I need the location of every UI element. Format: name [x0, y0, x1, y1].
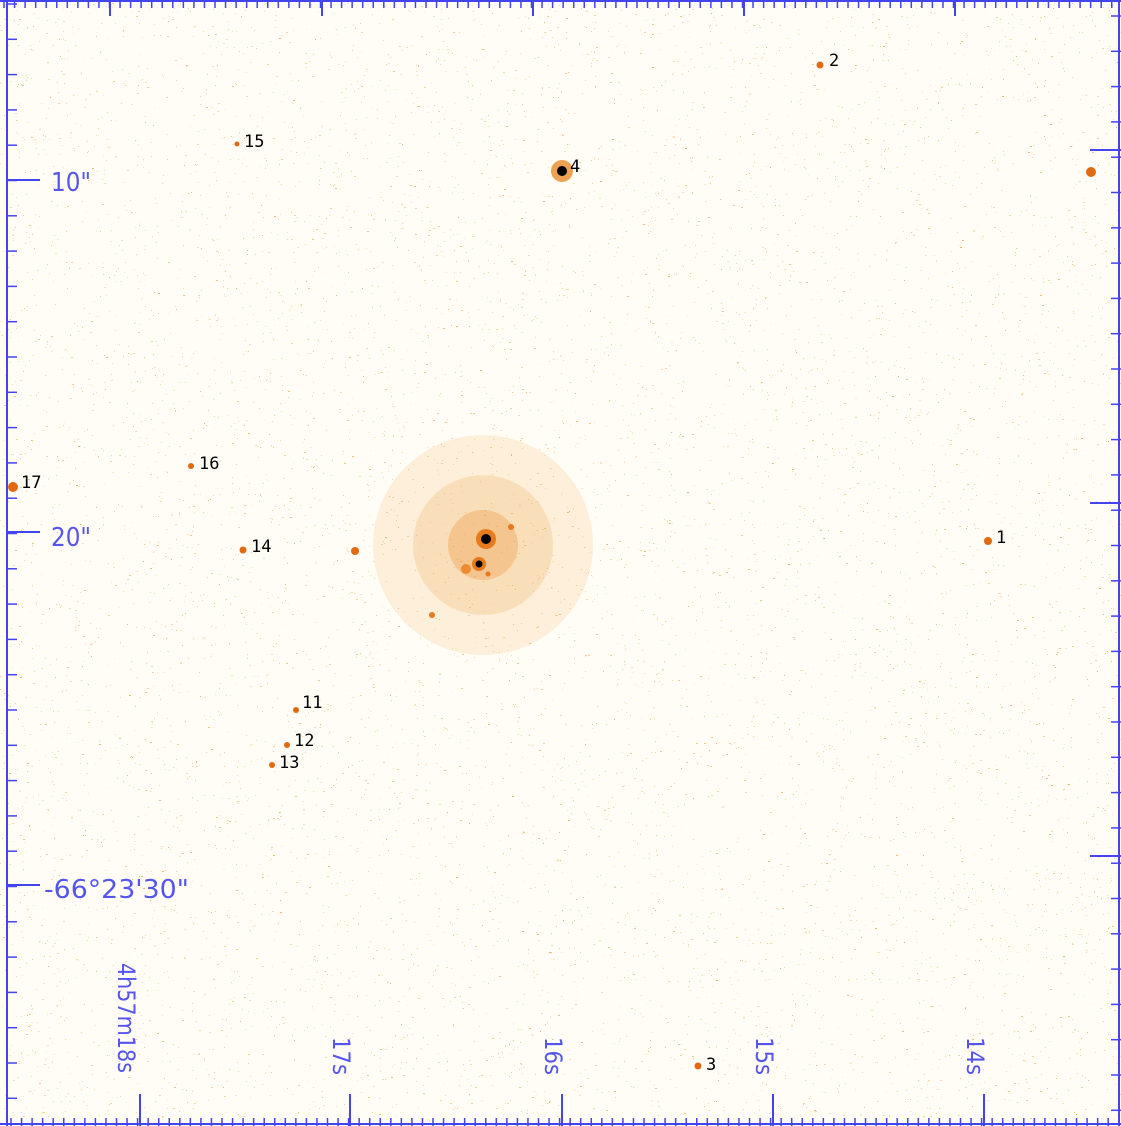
central-star-d: [508, 524, 514, 530]
unlabeled-star-left: [351, 547, 359, 555]
star-14-mark: [239, 546, 247, 554]
star-3-mark: [694, 1062, 702, 1070]
star-11-mark: [293, 707, 299, 713]
star-14-label: 14: [251, 537, 271, 557]
star-15-label: 15: [244, 132, 264, 152]
ra-label-17: 17s: [327, 1037, 355, 1075]
star-13-mark: [269, 762, 275, 768]
central-star-b-core: [475, 560, 483, 568]
ra-label-18: 4h57m18s: [112, 963, 140, 1073]
ra-label-14: 14s: [961, 1037, 989, 1075]
star-1-label: 1: [996, 528, 1006, 548]
axis-labels: 10" 20" -66°23'30" 4h57m18s 17s 16s 15s …: [44, 168, 989, 1075]
star-16-mark: [188, 463, 194, 469]
star-4-mark: [557, 166, 567, 176]
star-15-mark: [234, 141, 240, 147]
star-16-label: 16: [199, 454, 219, 474]
star-17-mark: [8, 482, 18, 492]
dec-label-10: 10": [51, 168, 91, 198]
central-star-c: [461, 564, 471, 574]
central-star-e: [485, 571, 491, 577]
ra-label-16: 16s: [539, 1037, 567, 1075]
star-11-label: 11: [302, 693, 322, 713]
dec-label-main: -66°23'30": [44, 875, 189, 905]
star-4-label: 4: [570, 157, 580, 177]
dec-label-20: 20": [51, 523, 91, 553]
star-12-mark: [284, 742, 290, 748]
central-star-f: [429, 612, 435, 618]
star-17-label: 17: [21, 473, 41, 493]
star-2-label: 2: [829, 51, 839, 71]
ra-label-15: 15s: [750, 1037, 778, 1075]
star-1-mark: [984, 537, 992, 545]
unlabeled-star-right-edge: [1086, 167, 1096, 177]
labeled-stars: 1 2 3 4 11 12 13 14 15 16 17: [8, 51, 1006, 1075]
star-13-label: 13: [279, 753, 299, 773]
star-3-label: 3: [706, 1055, 716, 1075]
central-star-a-core: [481, 534, 491, 544]
star-12-label: 12: [294, 731, 314, 751]
central-cluster: [351, 167, 1096, 618]
star-2-mark: [816, 61, 824, 69]
